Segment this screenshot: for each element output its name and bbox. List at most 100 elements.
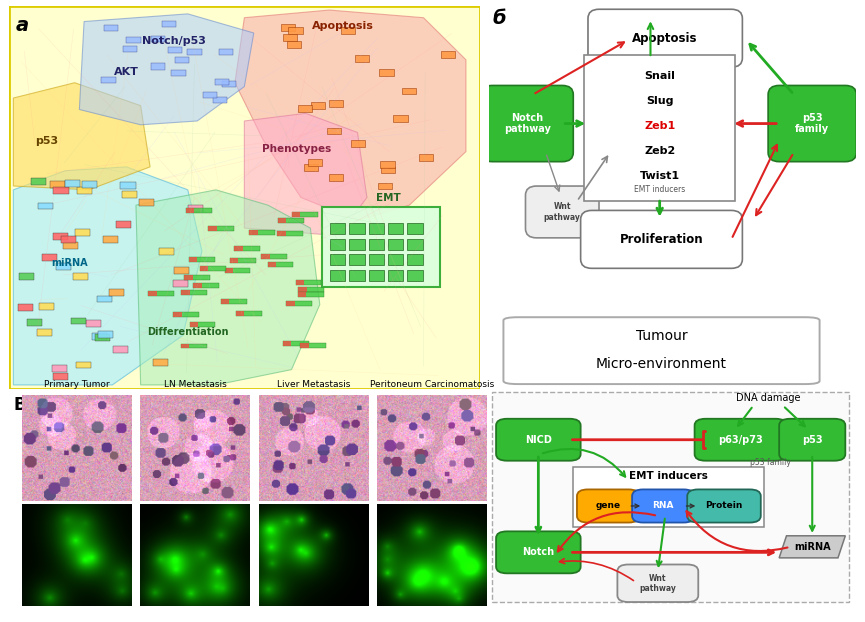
Text: EMT inducers: EMT inducers <box>634 185 685 193</box>
FancyBboxPatch shape <box>52 365 67 372</box>
FancyBboxPatch shape <box>277 231 303 236</box>
FancyBboxPatch shape <box>350 141 365 147</box>
Polygon shape <box>245 113 367 236</box>
Text: а: а <box>16 16 29 35</box>
FancyBboxPatch shape <box>388 270 403 281</box>
FancyBboxPatch shape <box>74 229 90 236</box>
FancyBboxPatch shape <box>76 361 91 368</box>
FancyBboxPatch shape <box>298 105 312 112</box>
FancyBboxPatch shape <box>40 304 54 310</box>
FancyBboxPatch shape <box>148 291 174 296</box>
Text: p53
family: p53 family <box>795 113 830 134</box>
FancyBboxPatch shape <box>292 212 317 217</box>
FancyBboxPatch shape <box>286 301 312 306</box>
FancyBboxPatch shape <box>73 273 88 280</box>
FancyBboxPatch shape <box>159 248 174 255</box>
FancyBboxPatch shape <box>193 283 219 288</box>
FancyBboxPatch shape <box>497 531 580 573</box>
FancyBboxPatch shape <box>81 181 97 188</box>
FancyBboxPatch shape <box>219 49 234 55</box>
FancyBboxPatch shape <box>311 102 325 109</box>
FancyBboxPatch shape <box>109 289 125 296</box>
FancyBboxPatch shape <box>208 226 234 231</box>
FancyBboxPatch shape <box>296 281 304 285</box>
FancyBboxPatch shape <box>189 257 197 262</box>
FancyBboxPatch shape <box>94 334 110 341</box>
FancyBboxPatch shape <box>101 77 116 83</box>
FancyBboxPatch shape <box>278 218 304 223</box>
FancyBboxPatch shape <box>267 262 276 267</box>
FancyBboxPatch shape <box>9 6 480 389</box>
FancyBboxPatch shape <box>116 221 131 228</box>
FancyBboxPatch shape <box>441 52 455 58</box>
FancyBboxPatch shape <box>298 287 307 292</box>
FancyBboxPatch shape <box>86 320 101 327</box>
FancyBboxPatch shape <box>200 266 226 271</box>
Text: б: б <box>492 9 506 28</box>
FancyBboxPatch shape <box>225 267 251 272</box>
FancyBboxPatch shape <box>122 191 138 198</box>
Polygon shape <box>13 167 202 385</box>
FancyBboxPatch shape <box>300 343 326 348</box>
Text: Notch: Notch <box>522 547 554 557</box>
FancyBboxPatch shape <box>184 276 210 281</box>
FancyBboxPatch shape <box>151 63 165 70</box>
Polygon shape <box>80 14 253 125</box>
FancyBboxPatch shape <box>286 301 295 306</box>
Text: Tumour: Tumour <box>636 329 688 343</box>
FancyBboxPatch shape <box>349 223 364 234</box>
FancyBboxPatch shape <box>213 97 227 103</box>
FancyBboxPatch shape <box>173 312 199 317</box>
Text: RNA: RNA <box>652 501 674 511</box>
FancyBboxPatch shape <box>215 79 229 85</box>
FancyBboxPatch shape <box>186 208 212 213</box>
FancyBboxPatch shape <box>193 283 202 288</box>
FancyBboxPatch shape <box>492 392 849 602</box>
FancyBboxPatch shape <box>526 186 599 238</box>
FancyBboxPatch shape <box>221 299 229 304</box>
Text: Slug: Slug <box>646 96 674 106</box>
FancyBboxPatch shape <box>38 203 54 210</box>
FancyBboxPatch shape <box>249 230 258 235</box>
Polygon shape <box>136 190 320 385</box>
Text: Peritoneum Carcinomatosis: Peritoneum Carcinomatosis <box>370 380 494 389</box>
FancyBboxPatch shape <box>349 270 364 281</box>
Text: Apoptosis: Apoptosis <box>312 21 375 31</box>
FancyBboxPatch shape <box>330 254 345 265</box>
FancyBboxPatch shape <box>126 37 141 44</box>
FancyBboxPatch shape <box>103 236 118 243</box>
FancyBboxPatch shape <box>234 246 260 251</box>
FancyBboxPatch shape <box>687 490 761 522</box>
FancyBboxPatch shape <box>300 343 309 348</box>
FancyBboxPatch shape <box>235 311 244 316</box>
FancyBboxPatch shape <box>53 373 67 380</box>
FancyBboxPatch shape <box>388 254 403 265</box>
FancyBboxPatch shape <box>148 291 157 296</box>
FancyBboxPatch shape <box>381 167 395 174</box>
Polygon shape <box>779 536 845 558</box>
FancyBboxPatch shape <box>120 182 136 189</box>
FancyBboxPatch shape <box>234 246 243 251</box>
Text: p53 family: p53 family <box>749 458 791 467</box>
FancyBboxPatch shape <box>77 187 92 193</box>
FancyBboxPatch shape <box>152 360 168 366</box>
Text: Primary Tumor: Primary Tumor <box>44 380 109 389</box>
FancyBboxPatch shape <box>71 318 86 325</box>
Text: Micro-environment: Micro-environment <box>596 357 727 371</box>
FancyBboxPatch shape <box>368 270 384 281</box>
FancyBboxPatch shape <box>407 223 423 234</box>
Text: Proliferation: Proliferation <box>619 233 703 246</box>
FancyBboxPatch shape <box>139 199 154 206</box>
Text: Zeb1: Zeb1 <box>644 121 676 131</box>
FancyBboxPatch shape <box>288 27 303 34</box>
FancyBboxPatch shape <box>407 270 423 281</box>
FancyBboxPatch shape <box>380 68 394 76</box>
FancyBboxPatch shape <box>50 182 66 188</box>
FancyBboxPatch shape <box>173 312 182 317</box>
FancyBboxPatch shape <box>97 295 112 302</box>
FancyBboxPatch shape <box>304 164 318 170</box>
FancyBboxPatch shape <box>56 263 71 270</box>
FancyBboxPatch shape <box>188 205 202 212</box>
FancyBboxPatch shape <box>203 92 217 98</box>
Text: Wnt
pathway: Wnt pathway <box>639 573 676 593</box>
